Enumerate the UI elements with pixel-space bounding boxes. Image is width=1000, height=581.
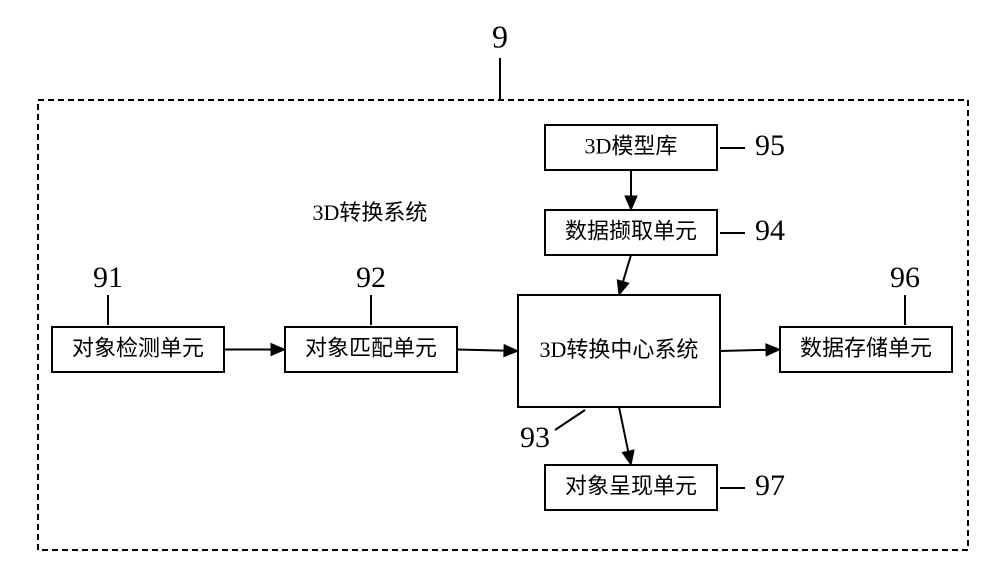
arrow-head	[622, 450, 634, 465]
node-b93-label: 3D转换中心系统	[540, 337, 699, 362]
node-b96-label: 数据存储单元	[800, 336, 932, 361]
arrow-shaft	[720, 350, 766, 351]
node-b91-label: 对象检测单元	[72, 336, 204, 361]
node-b92-label: 对象匹配单元	[305, 336, 437, 361]
arrow-shaft	[623, 255, 631, 282]
label-l91: 91	[93, 261, 123, 294]
arrow-head	[504, 345, 518, 357]
diagram-canvas: 9 3D转换系统对象检测单元 对象匹配单元 3D转换中心系统 数据撷取单元 3D模型库数据…	[0, 0, 1000, 581]
label-9: 9	[492, 18, 508, 54]
label-l94: 94	[755, 214, 785, 247]
node-b95-label: 3D模型库	[585, 134, 678, 159]
label-l97: 97	[755, 469, 785, 502]
node-b97-label: 对象呈现单元	[565, 474, 697, 499]
arrow-head	[617, 280, 628, 295]
arrow-shaft	[619, 407, 628, 451]
label-l95: 95	[755, 129, 785, 162]
arrow-head	[766, 344, 780, 356]
node-b94-label: 数据撷取单元	[565, 219, 697, 244]
arrow-head	[625, 196, 637, 210]
label-l96: 96	[890, 261, 920, 294]
system-title: 3D转换系统	[313, 200, 428, 225]
label-l92: 92	[356, 261, 386, 294]
label-tick-l93	[555, 410, 585, 430]
arrow-head	[271, 344, 285, 356]
label-l93: 93	[520, 421, 550, 454]
system-boundary	[38, 100, 968, 550]
arrow-shaft	[457, 350, 504, 351]
